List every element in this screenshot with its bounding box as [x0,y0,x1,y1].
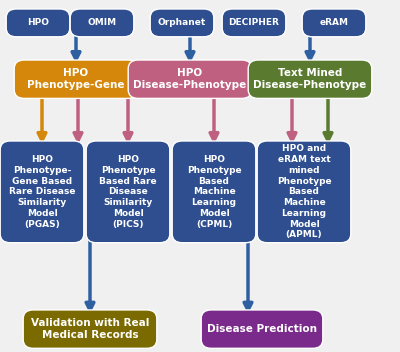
FancyBboxPatch shape [248,60,372,98]
Text: HPO: HPO [27,18,49,27]
FancyBboxPatch shape [14,60,138,98]
Text: Validation with Real
Medical Records: Validation with Real Medical Records [31,318,149,340]
Text: DECIPHER: DECIPHER [228,18,280,27]
FancyBboxPatch shape [23,310,157,348]
Text: Orphanet: Orphanet [158,18,206,27]
FancyBboxPatch shape [302,9,366,37]
FancyBboxPatch shape [128,60,252,98]
Text: Text Mined
Disease-Phenotype: Text Mined Disease-Phenotype [253,68,367,90]
Text: HPO
Phenotype
Based Rare
Disease
Similarity
Model
(PICS): HPO Phenotype Based Rare Disease Similar… [99,155,157,228]
FancyBboxPatch shape [86,141,170,243]
FancyBboxPatch shape [172,141,256,243]
Text: HPO
Phenotype-
Gene Based
Rare Disease
Similarity
Model
(PGAS): HPO Phenotype- Gene Based Rare Disease S… [9,155,75,228]
Text: OMIM: OMIM [88,18,116,27]
FancyBboxPatch shape [257,141,351,243]
Text: HPO and
eRAM text
mined
Phenotype
Based
Machine
Learning
Model
(APML): HPO and eRAM text mined Phenotype Based … [277,144,331,239]
Text: Disease Prediction: Disease Prediction [207,324,317,334]
FancyBboxPatch shape [222,9,286,37]
FancyBboxPatch shape [6,9,70,37]
FancyBboxPatch shape [0,141,84,243]
FancyBboxPatch shape [70,9,134,37]
Text: HPO
Disease-Phenotype: HPO Disease-Phenotype [133,68,247,90]
FancyBboxPatch shape [150,9,214,37]
FancyBboxPatch shape [201,310,323,348]
Text: HPO
Phenotype-Gene: HPO Phenotype-Gene [27,68,125,90]
Text: HPO
Phenotype
Based
Machine
Learning
Model
(CPML): HPO Phenotype Based Machine Learning Mod… [187,155,241,228]
Text: eRAM: eRAM [320,18,348,27]
